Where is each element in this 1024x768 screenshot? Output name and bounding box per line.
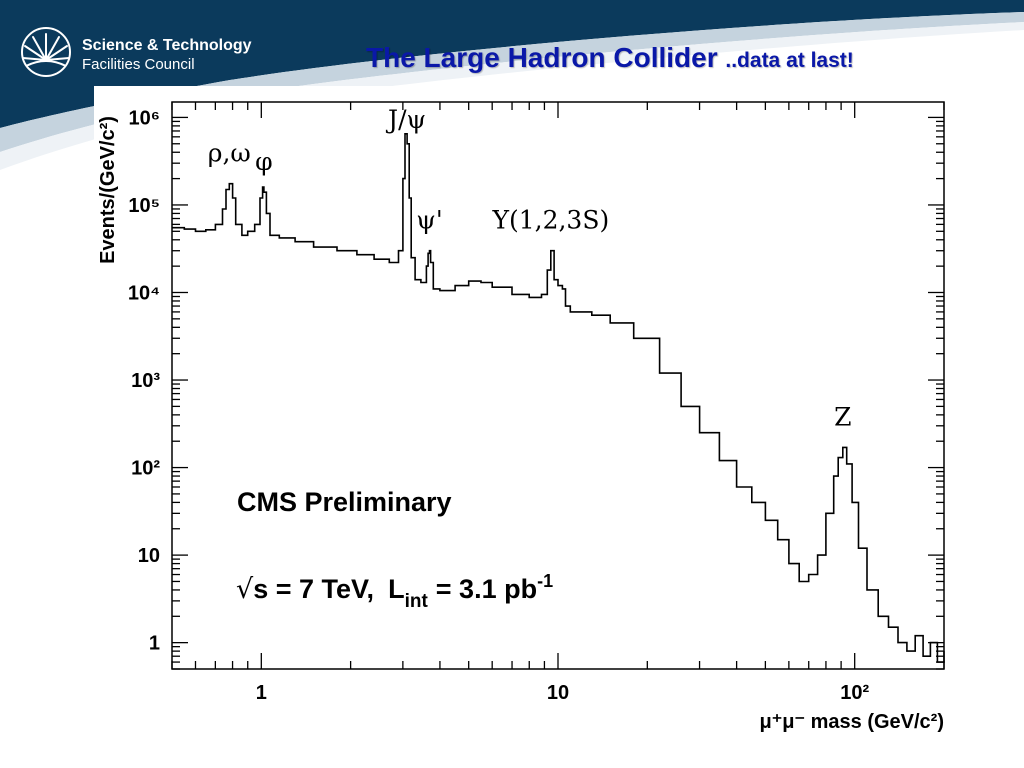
y-tick-label: 10³ <box>131 370 160 392</box>
histogram-line <box>172 133 945 663</box>
x-tick-label: 10 <box>547 682 569 704</box>
sunburst-icon <box>21 27 71 77</box>
peak-label: Z <box>834 402 851 431</box>
dimuon-mass-chart: 1 10 10² 10³ 10⁴ 10⁵ 10⁶ 1 10 10² ρ,ω φ J/ψ ψ' Υ(1,2… <box>94 86 964 746</box>
y-tick-label: 10² <box>131 458 160 480</box>
lumi-label: L <box>388 574 405 604</box>
run-conditions-label: √s = 7 TeV, Lint = 3.1 pb-1 <box>236 571 553 612</box>
lumi-exponent: -1 <box>537 571 553 591</box>
y-tick-labels: 1 10 10² 10³ 10⁴ 10⁵ 10⁶ <box>128 107 160 654</box>
y-tick-label: 10⁴ <box>128 282 160 304</box>
peak-annotations: ρ,ω φ J/ψ ψ' Υ(1,2,3S) Z <box>208 105 852 431</box>
banner-band <box>0 0 1024 128</box>
peak-label: ψ' <box>416 206 442 235</box>
lumi-subscript: int <box>405 591 429 612</box>
x-ticks <box>171 102 945 669</box>
x-tick-labels: 1 10 10² <box>256 682 870 704</box>
slide-title-suffix: ..data at last! <box>725 49 854 72</box>
peak-label: ρ,ω <box>208 139 251 168</box>
slide-title-main: The Large Hadron Collider <box>366 42 718 73</box>
peak-label: φ <box>255 147 273 176</box>
x-axis-label: μ⁺μ⁻ mass (GeV/c²) <box>759 711 944 733</box>
experiment-label: CMS Preliminary <box>237 487 452 517</box>
y-tick-label: 10⁵ <box>128 195 160 217</box>
lumi-value: = 3.1 pb <box>436 574 537 604</box>
y-tick-label: 1 <box>149 633 160 655</box>
energy-text: s = 7 TeV, <box>253 574 374 604</box>
logo-text-line-1: Science & Technology <box>82 37 252 54</box>
chart-background <box>94 86 964 746</box>
x-tick-label: 1 <box>256 682 267 704</box>
stfc-logo: Science & Technology Facilities Council <box>20 24 260 80</box>
peak-label: J/ψ <box>385 105 426 134</box>
logo-text-line-2: Facilities Council <box>82 56 195 73</box>
y-tick-label: 10 <box>138 545 160 567</box>
x-tick-label: 10² <box>840 682 869 704</box>
header-banner <box>0 0 1024 170</box>
y-ticks <box>172 116 944 670</box>
slide-title: The Large Hadron Collider ..data at last… <box>366 42 854 74</box>
banner-swoosh <box>0 12 1024 152</box>
peak-label: Υ(1,2,3S) <box>491 206 609 235</box>
sqrt-symbol: √ <box>236 574 254 605</box>
y-axis-label: Events/(GeV/c²) <box>97 116 119 264</box>
y-tick-label: 10⁶ <box>129 107 160 129</box>
